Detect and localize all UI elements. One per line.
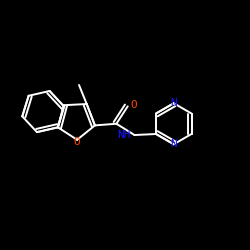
Text: NH: NH (117, 130, 131, 140)
Text: N: N (170, 98, 177, 108)
Text: O: O (74, 137, 80, 147)
Text: O: O (131, 100, 138, 110)
Text: N: N (170, 139, 177, 149)
